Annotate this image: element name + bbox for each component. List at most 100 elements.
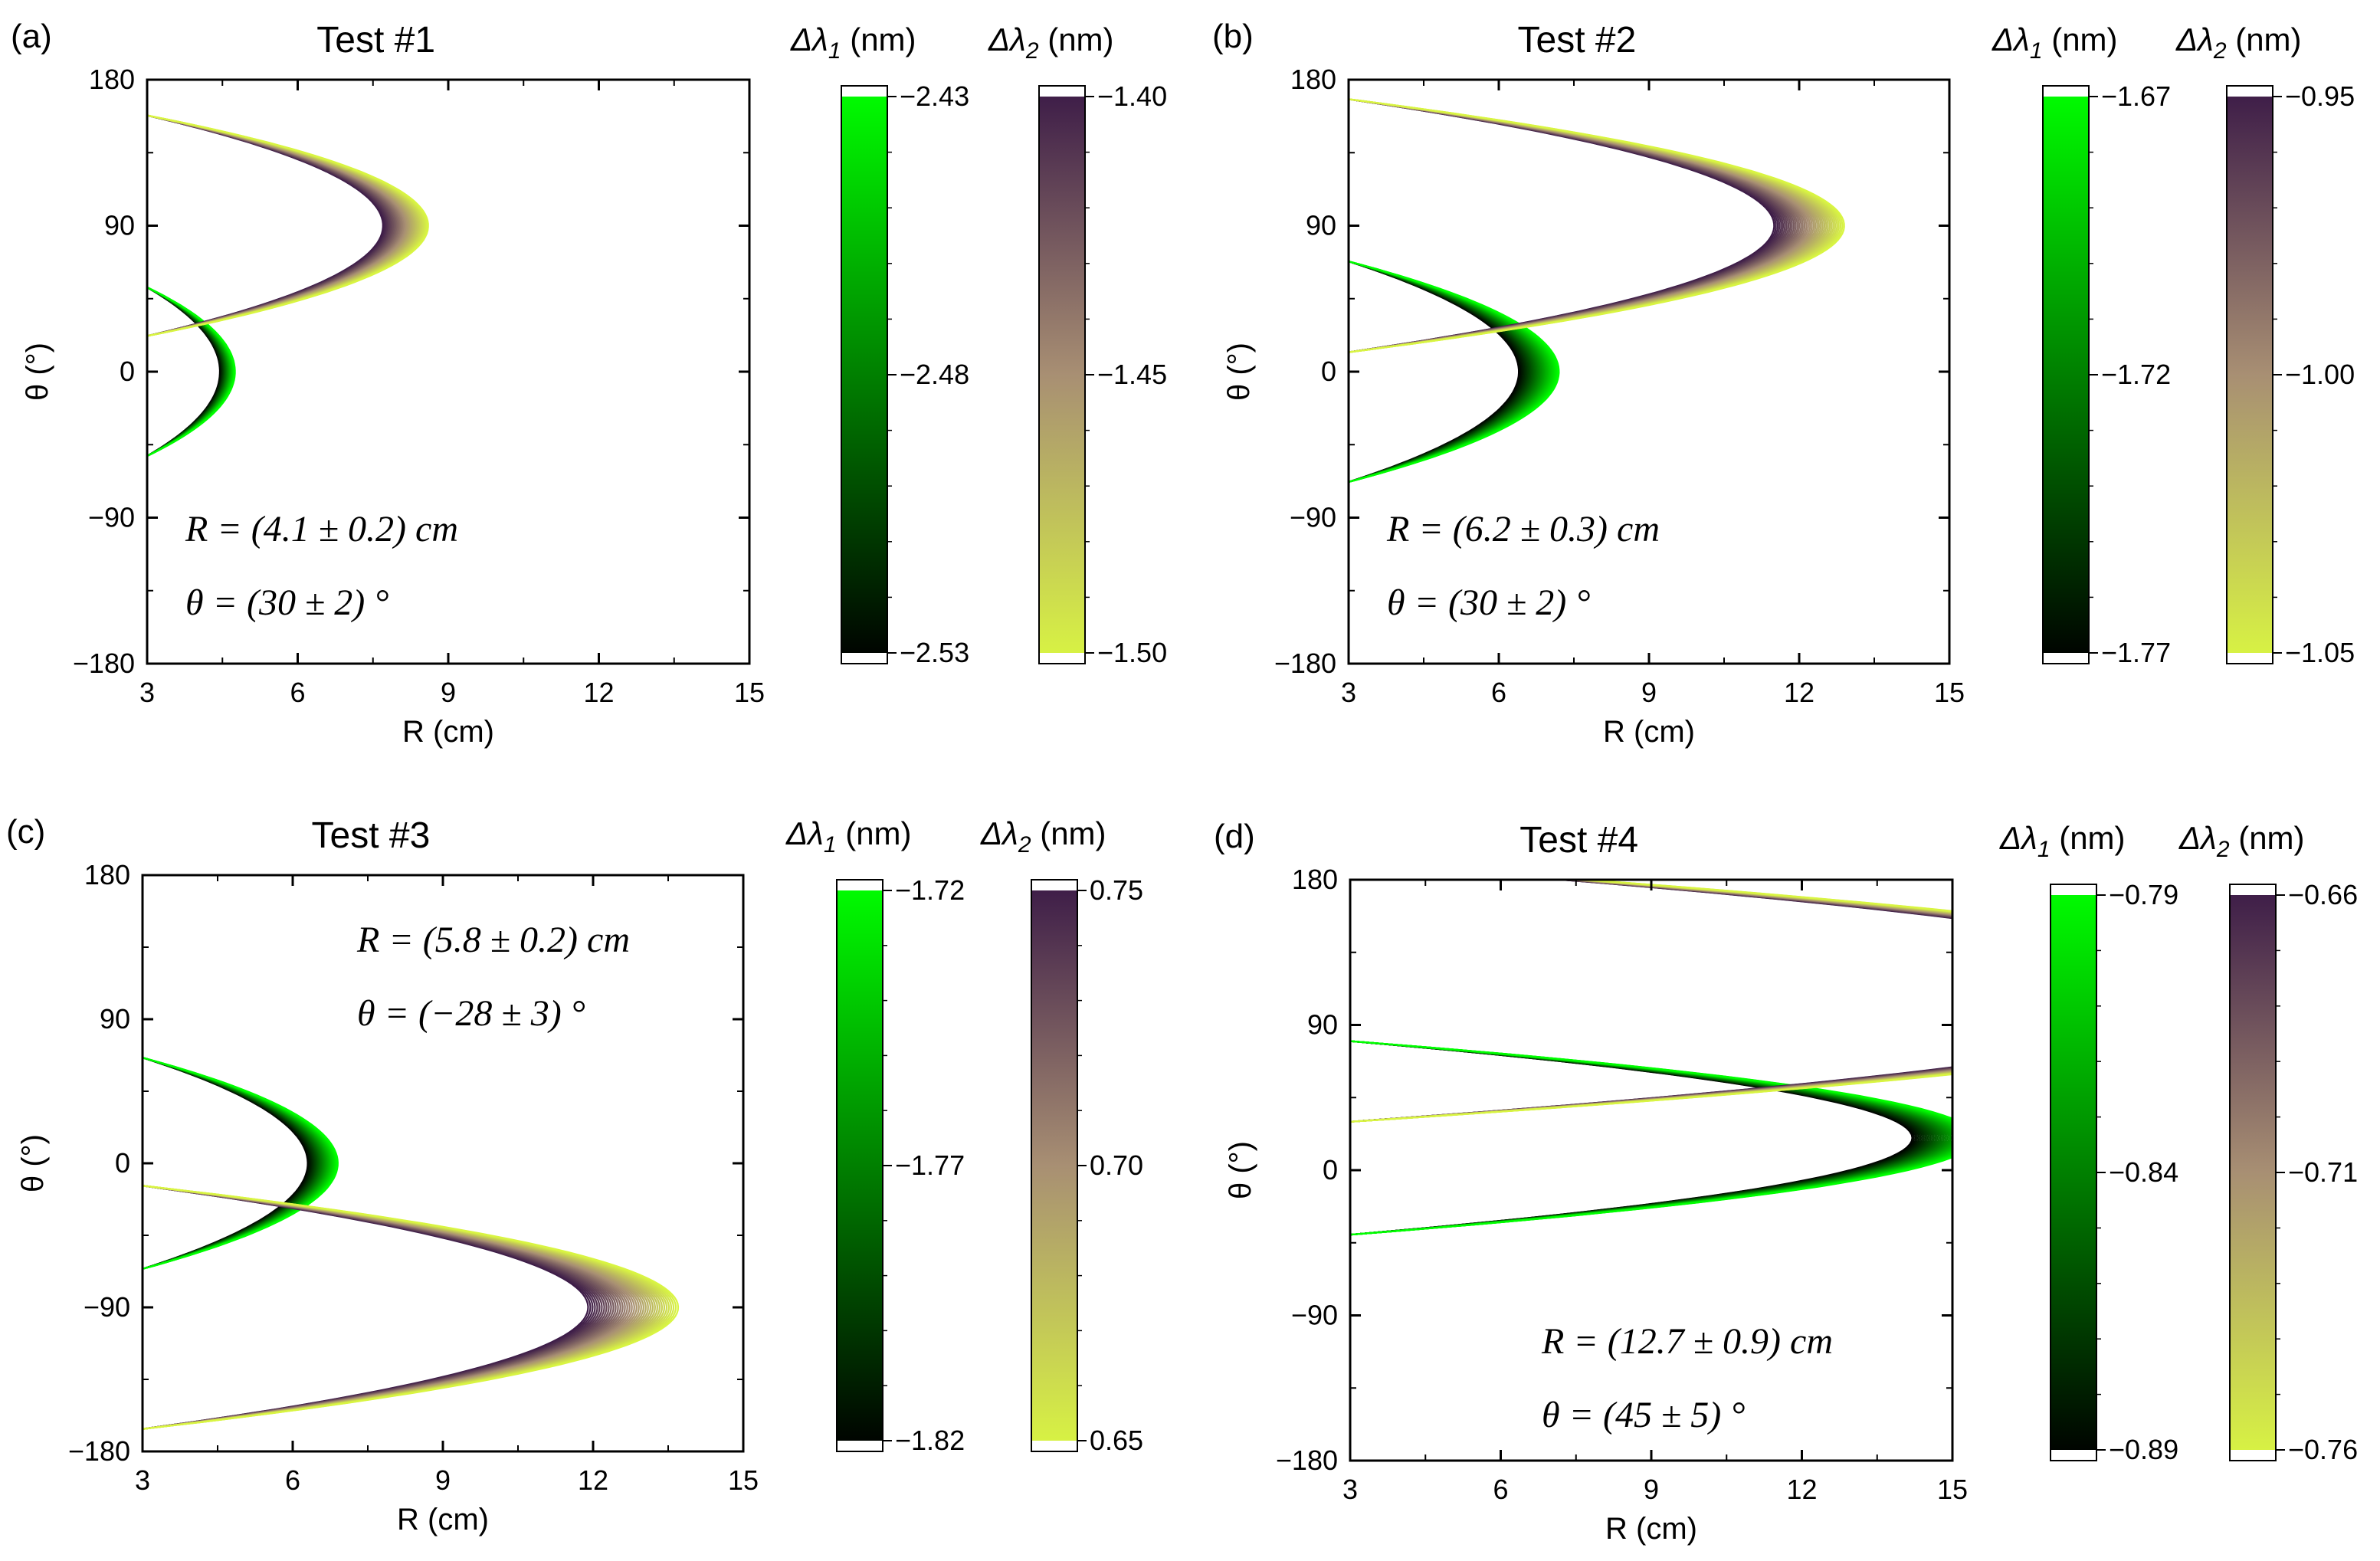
- series-green-curve: [1349, 260, 1529, 484]
- series-green-curve: [1350, 1040, 1952, 1236]
- panel-4: (d) Test #4 3 6 9 12 15 180 90 0 −90 −180 R (cm) θ (°…: [1214, 818, 2358, 1546]
- series-purple-curve: [1349, 98, 1806, 353]
- series-green-curve: [1350, 1040, 1942, 1236]
- x-tick-label: 15: [1937, 1474, 1968, 1505]
- x-tick-label: 9: [1641, 677, 1657, 708]
- y-tick-label: 180: [84, 859, 130, 890]
- panel-title: Test #3: [312, 815, 431, 856]
- series-purple-curve: [143, 1185, 635, 1430]
- series-green-curve: [1350, 1040, 1952, 1236]
- series-green-curve: [1349, 260, 1550, 484]
- series-purple-curve: [143, 1185, 638, 1430]
- series-purple-curve: [147, 114, 403, 337]
- series-green-curve: [1350, 1040, 1915, 1236]
- series-purple-curve: [147, 114, 396, 337]
- y-tick-label: 180: [89, 64, 135, 95]
- colorbar-cap-bottom: [2227, 653, 2273, 664]
- colorbar-purple: −0.95 −1.00 −1.05 Δλ2 (nm): [2175, 21, 2355, 668]
- series-green-curve: [1349, 260, 1539, 484]
- series-green-curve: [1350, 1040, 1952, 1236]
- series-purple-curve: [1349, 98, 1798, 353]
- x-tick-label: 12: [578, 1464, 608, 1496]
- series-green-curve: [1350, 1040, 1917, 1236]
- series-purple-curve: [143, 1185, 644, 1430]
- series-green-curve: [1350, 1040, 1922, 1236]
- annotation-r: R = (12.7 ± 0.9) cm: [1541, 1321, 1833, 1362]
- y-tick-label: 90: [100, 1003, 130, 1035]
- series-purple-curve: [143, 1185, 631, 1430]
- series-purple-curve: [147, 114, 424, 337]
- series-green-curve: [147, 286, 236, 457]
- colorbar-cap-top: [2051, 884, 2096, 895]
- series-green-curve: [1350, 1040, 1927, 1236]
- series-purple-curve: [143, 1185, 659, 1430]
- panel-letter: (a): [11, 18, 52, 55]
- plot-frame: [141, 874, 745, 1453]
- x-tick-label: 15: [1934, 677, 1965, 708]
- series-purple-curve: [1349, 98, 1795, 353]
- series-purple-curve: [1349, 98, 1804, 353]
- series-purple-curve: [147, 114, 408, 337]
- series-purple-curve: [1349, 98, 1815, 353]
- colorbar-tick-label: −2.48: [900, 359, 969, 390]
- series-purple-curve: [147, 114, 411, 337]
- colorbar-label: Δλ1 (nm): [1999, 820, 2126, 862]
- series-purple-curve: [147, 114, 420, 337]
- x-axis-label: R (cm): [1605, 1512, 1697, 1546]
- series-green-curve: [1350, 1040, 1952, 1236]
- x-tick-label: 3: [139, 677, 155, 708]
- series-green-curve: [1349, 260, 1522, 484]
- series-green-curve: [1349, 260, 1557, 484]
- series-green-curve: [143, 1057, 339, 1270]
- series-green-curve: [1349, 260, 1525, 484]
- series-purple-curve: [1349, 98, 1788, 353]
- series-green-curve: [1350, 1040, 1950, 1236]
- colorbar-gradient: [2051, 884, 2096, 1461]
- series-green-curve: [1349, 260, 1542, 484]
- panel-2: (b) Test #2 3 6 9 12 15 180 90 0 −90 −180 R (cm) θ (°…: [1212, 18, 2355, 749]
- series-green-curve: [143, 1056, 335, 1270]
- series-green-curve: [1350, 1040, 1952, 1236]
- series-purple-curve: [1349, 98, 1838, 353]
- colorbar-tick-label: 0.70: [1090, 1149, 1143, 1181]
- series-purple-curve: [143, 1185, 652, 1430]
- series-green-curve: [1350, 1040, 1952, 1236]
- colorbar-tick-label: −0.76: [2288, 1434, 2358, 1465]
- x-axis-label: R (cm): [402, 715, 494, 749]
- colorbar-tick-label: −1.82: [895, 1425, 965, 1456]
- series-purple-curve: [1349, 98, 1842, 353]
- series-purple-curve: [1349, 98, 1809, 353]
- x-tick-label: 9: [435, 1464, 451, 1496]
- series-purple-curve: [143, 1185, 605, 1430]
- series-green-curve: [1350, 1040, 1940, 1236]
- y-tick-label: 90: [104, 210, 135, 241]
- series-purple-curve: [1349, 98, 1822, 353]
- colorbar-tick-label: −1.05: [2285, 637, 2355, 668]
- panel-title: Test #2: [1518, 20, 1637, 61]
- series-purple-curve: [143, 1185, 628, 1430]
- colorbar-tick-label: 0.75: [1090, 874, 1143, 906]
- series-green-curve: [1350, 1040, 1949, 1236]
- colorbar-gradient: [2230, 884, 2276, 1461]
- y-tick-label: 0: [120, 356, 135, 387]
- series-purple-curve: [147, 114, 397, 337]
- y-tick-label: −90: [84, 1291, 130, 1323]
- series-green-curve: [1349, 260, 1536, 484]
- series-purple-curve: [1349, 98, 1821, 353]
- series-purple-curve: [147, 114, 412, 337]
- series-purple-curve: [147, 114, 422, 337]
- annotation-theta: θ = (−28 ± 3) °: [357, 993, 585, 1034]
- series-purple-curve: [143, 1185, 608, 1430]
- series-purple-curve: [147, 114, 426, 337]
- series-purple-curve: [143, 1185, 592, 1430]
- series-purple-curve: [147, 114, 394, 337]
- series-purple-curve: [143, 1185, 666, 1430]
- series-purple-curve: [143, 1185, 654, 1430]
- annotation-theta: θ = (30 ± 2) °: [185, 582, 388, 623]
- colorbar-tick-label: −1.45: [1097, 359, 1167, 390]
- series-purple-curve: [143, 1185, 612, 1430]
- y-axis-label: θ (°): [16, 1134, 50, 1192]
- x-tick-label: 12: [583, 677, 614, 708]
- series-green-curve: [1349, 260, 1548, 484]
